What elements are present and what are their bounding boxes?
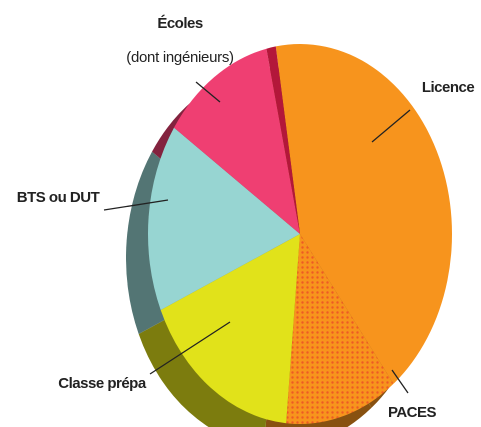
slice — [286, 234, 394, 424]
pie-top — [147, 43, 453, 424]
slice — [174, 48, 300, 234]
slice-label: Licence — [422, 79, 475, 96]
labels: Licence PACES Classe prépa BTS ou DUT Écoles… — [17, 15, 475, 421]
slice-label: Écoles — [157, 15, 203, 32]
slice-label-note: (dont ingénieurs) — [126, 49, 234, 66]
slice-label: BTS ou DUT — [17, 189, 100, 206]
leader-line — [391, 369, 409, 394]
leader-line — [103, 199, 169, 211]
slice-label: Classe prépa — [58, 375, 147, 392]
slice — [160, 234, 300, 424]
leader-line — [149, 321, 231, 375]
slice — [147, 127, 300, 310]
leader-line — [195, 81, 221, 103]
slice — [266, 46, 300, 234]
leader-line — [371, 109, 411, 143]
slice-label: PACES — [388, 404, 437, 421]
slice — [275, 43, 453, 384]
